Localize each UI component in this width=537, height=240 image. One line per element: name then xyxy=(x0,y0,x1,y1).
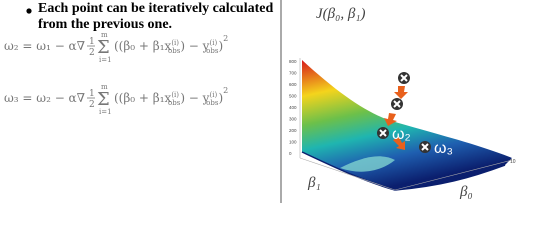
step-arrows xyxy=(384,86,408,150)
equation-part: ((β₀ + β₁x xyxy=(114,39,172,53)
sum-bottom: i=1 xyxy=(99,56,112,64)
frac-den: 2 xyxy=(89,100,95,110)
z-tick-label: 500 xyxy=(289,94,297,99)
y-axis xyxy=(299,157,396,191)
equation-part: ) − y xyxy=(180,39,209,53)
slide: Each point can be iteratively calculated… xyxy=(4,0,516,203)
arrow xyxy=(384,113,397,126)
z-tick-label: 400 xyxy=(289,105,297,110)
frac-num: 1 xyxy=(89,37,95,47)
equation-part: (i) xyxy=(171,91,179,99)
sigma: Σ xyxy=(97,37,110,58)
step-point: ω₂ xyxy=(377,126,411,143)
point-cross xyxy=(400,74,408,82)
x-end-label: 10 xyxy=(510,159,516,165)
equation-part: obs xyxy=(206,99,219,107)
surface-valley xyxy=(340,156,395,172)
point-label: ω₁ xyxy=(406,97,424,114)
x-label: β₀ xyxy=(459,184,473,200)
bullet-box: Each point can be iteratively calculated… xyxy=(38,1,274,32)
equation-part: (i) xyxy=(209,91,217,99)
x-axis xyxy=(394,159,513,191)
equation-lhs: ω₃ = ω₂ − α∇ xyxy=(4,91,85,105)
step-point: ω₃ xyxy=(419,140,453,157)
point-label: ω₂ xyxy=(392,126,411,143)
point-cross xyxy=(421,143,429,151)
equation-part: 2 xyxy=(223,34,228,43)
arrow xyxy=(393,137,405,150)
z-tick-label: 100 xyxy=(289,140,297,145)
equation-lhs: ω₂ = ω₁ − α∇ xyxy=(4,39,85,53)
plot-title: J(β₀, β₁) xyxy=(316,6,366,22)
z-tick-label: 0 xyxy=(289,151,292,156)
equation-part: ) − y xyxy=(180,91,209,105)
z-tick-label: 700 xyxy=(289,71,297,76)
sum-top: m xyxy=(101,83,108,91)
z-tick-label: 800 xyxy=(289,59,297,64)
bullet-dot xyxy=(26,8,32,14)
arrow xyxy=(394,86,408,99)
y-label: β₁ xyxy=(307,175,321,191)
point-label: ω₀ xyxy=(413,71,432,88)
equation-part: (i) xyxy=(209,39,217,47)
sum-top: m xyxy=(101,31,108,39)
point-label: ω₃ xyxy=(434,140,453,157)
equation-part: obs xyxy=(168,99,181,107)
frac-num: 1 xyxy=(89,89,95,99)
equation-part: 2 xyxy=(223,86,228,95)
point-cross xyxy=(393,100,401,108)
equation-body: ((β₀ + β₁x(i) obs) − y(i) obs)2 xyxy=(114,34,228,55)
bullet-text: Each point can be iteratively calculated… xyxy=(38,1,274,32)
z-tick-label: 200 xyxy=(289,128,297,133)
step-point: ω₁ xyxy=(391,97,424,114)
sigma: Σ xyxy=(97,89,110,110)
equation-part: obs xyxy=(168,47,181,55)
equation-part: ) xyxy=(218,91,223,105)
frac-den: 2 xyxy=(89,48,95,58)
z-tick-label: 300 xyxy=(289,117,297,122)
step-point: ω₀ xyxy=(398,71,432,88)
equation-part: obs xyxy=(206,47,219,55)
equation-part: (i) xyxy=(171,39,179,47)
z-tick-label: 600 xyxy=(289,82,297,87)
sum-bottom: i=1 xyxy=(99,108,112,116)
equation-part: ((β₀ + β₁x xyxy=(114,91,172,105)
equation-part: ) xyxy=(218,39,223,53)
point-cross xyxy=(379,129,387,137)
equation-body: ((β₀ + β₁x(i) obs) − y(i) obs)2 xyxy=(114,86,228,107)
cost-surface xyxy=(302,60,512,190)
